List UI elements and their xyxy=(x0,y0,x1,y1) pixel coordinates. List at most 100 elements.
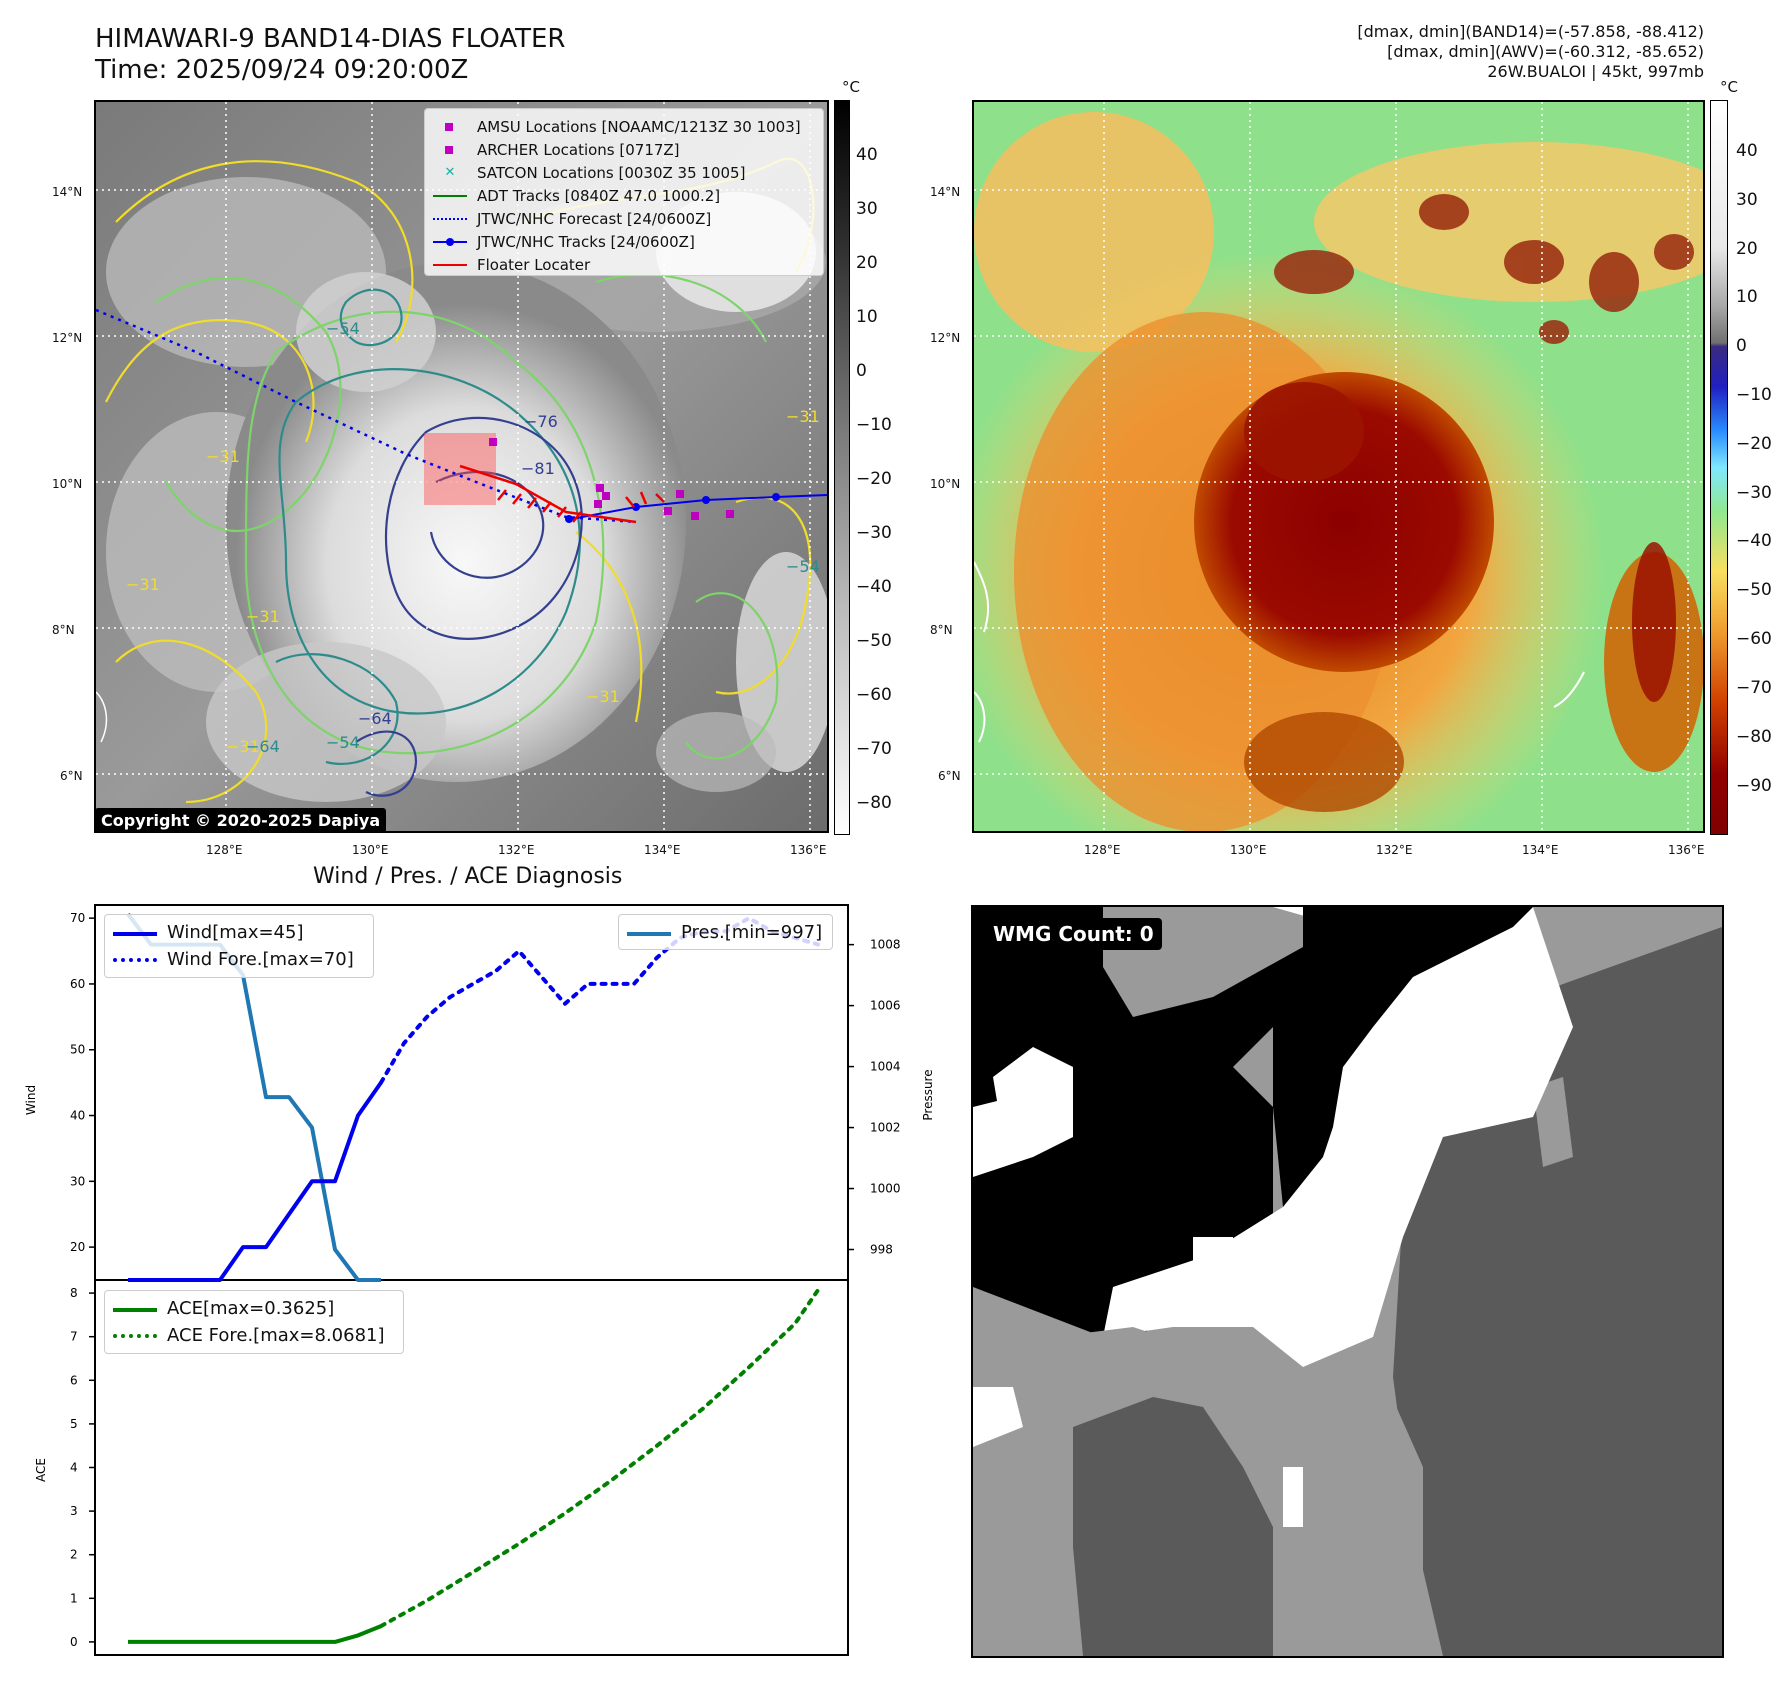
contour-label-11: −31 xyxy=(586,687,620,706)
legend-label-satcon: SATCON Locations [0030Z 35 1005] xyxy=(477,163,746,182)
amsu-archer-markers xyxy=(489,438,734,520)
pressure-ylabel: Pressure xyxy=(921,1069,935,1120)
legend-label-ace: ACE[max=0.3625] xyxy=(167,1298,335,1319)
legend-item-forecast: JTWC/NHC Forecast [24/0600Z] xyxy=(433,207,815,230)
pressure-axis-tick-label: 1008 xyxy=(870,938,901,952)
lon-tick: 130°E xyxy=(1230,843,1267,857)
lon-tick: 132°E xyxy=(498,843,535,857)
cb-tick: −70 xyxy=(1736,678,1772,698)
solid-line-icon xyxy=(627,927,671,939)
ace-axis-tick-label: 2 xyxy=(70,1548,78,1562)
contour-label-5: −54 xyxy=(326,319,360,338)
cb-tick: 10 xyxy=(1736,287,1758,307)
legend-label-archer: ARCHER Locations [0717Z] xyxy=(477,140,680,159)
ace-ylabel: ACE xyxy=(34,1458,48,1482)
lon-tick: 128°E xyxy=(206,843,243,857)
cb-tick: −20 xyxy=(856,469,892,489)
cb-tick: −70 xyxy=(856,739,892,759)
contour-label-10: −31 xyxy=(786,407,820,426)
square-marker-icon xyxy=(433,144,467,156)
line-dot-icon xyxy=(433,236,467,248)
enhanced-colorbar-unit: °C xyxy=(1720,78,1738,96)
lon-tick: 130°E xyxy=(352,843,389,857)
legend-item-pressure: Pres.[min=997] xyxy=(627,919,824,946)
figure-title: HIMAWARI-9 BAND14-DIAS FLOATER Time: 2025… xyxy=(95,24,565,86)
lon-tick: 132°E xyxy=(1376,843,1413,857)
wind-axis-tick-label: 20 xyxy=(70,1240,85,1254)
legend-item-archer: ARCHER Locations [0717Z] xyxy=(433,138,815,161)
legend-item-adt: ADT Tracks [0840Z 47.0 1000.2] xyxy=(433,184,815,207)
info-block: [dmax, dmin](BAND14)=(-57.858, -88.412) … xyxy=(1357,22,1704,82)
diagnosis-title: Wind / Pres. / ACE Diagnosis xyxy=(313,864,623,889)
cb-tick: 40 xyxy=(1736,141,1758,161)
ir-colorbar-unit: °C xyxy=(842,78,860,96)
legend-item-floater: Floater Locater xyxy=(433,253,815,276)
ace-axis-tick-label: 1 xyxy=(70,1591,78,1605)
pressure-axis-tick-label: 998 xyxy=(870,1243,893,1257)
x-marker-icon: ✕ xyxy=(444,164,456,180)
legend-item-tracks: JTWC/NHC Tracks [24/0600Z] xyxy=(433,230,815,253)
dotted-line-icon xyxy=(433,213,467,225)
legend-label-pressure: Pres.[min=997] xyxy=(681,922,823,943)
cb-tick: 0 xyxy=(1736,336,1747,356)
wind-axis-tick-label: 30 xyxy=(70,1174,85,1188)
cb-tick: 20 xyxy=(1736,239,1758,259)
contour-label-2: −31 xyxy=(206,447,240,466)
cb-tick: 10 xyxy=(856,307,878,327)
lat-tick: 6°N xyxy=(938,769,961,783)
legend-label-forecast: JTWC/NHC Forecast [24/0600Z] xyxy=(477,209,712,228)
lat-tick: 10°N xyxy=(52,477,83,491)
lat-tick: 8°N xyxy=(930,623,953,637)
legend-item-satcon: ✕ SATCON Locations [0030Z 35 1005] xyxy=(433,161,815,184)
lat-tick: 8°N xyxy=(52,623,75,637)
solid-line-icon xyxy=(113,1303,157,1315)
ace-legend: ACE[max=0.3625] ACE Fore.[max=8.0681] xyxy=(104,1290,404,1354)
cb-tick: −40 xyxy=(856,577,892,597)
ir-colorbar xyxy=(834,100,850,835)
pressure-legend: Pres.[min=997] xyxy=(618,914,833,950)
solid-line-icon xyxy=(433,259,467,271)
legend-label-amsu: AMSU Locations [NOAAMC/1213Z 30 1003] xyxy=(477,117,801,136)
ace-y-axis: 8 7 6 5 4 3 2 1 0 xyxy=(70,1286,95,1649)
pressure-axis-tick-label: 1002 xyxy=(870,1121,901,1135)
cb-tick: −30 xyxy=(856,523,892,543)
cb-tick: 30 xyxy=(856,199,878,219)
wmg-panel xyxy=(971,905,1724,1658)
legend-item-wind-forecast: Wind Fore.[max=70] xyxy=(113,946,365,973)
lon-tick: 128°E xyxy=(1084,843,1121,857)
lat-tick: 12°N xyxy=(52,331,83,345)
cb-tick: 20 xyxy=(856,253,878,273)
lat-tick: 14°N xyxy=(930,185,961,199)
legend-label-tracks: JTWC/NHC Tracks [24/0600Z] xyxy=(477,232,695,251)
legend-label-wind-forecast: Wind Fore.[max=70] xyxy=(167,949,354,970)
contour-label-8: −76 xyxy=(524,412,558,431)
dotted-line-icon xyxy=(113,1330,157,1342)
ace-forecast-line xyxy=(379,1288,820,1629)
contour-label-12: −64 xyxy=(246,737,280,756)
solid-line-icon xyxy=(113,927,157,939)
coastline xyxy=(974,561,1585,743)
lon-tick: 136°E xyxy=(1668,843,1705,857)
wind-ylabel: Wind xyxy=(24,1085,38,1115)
legend-item-wind: Wind[max=45] xyxy=(113,919,365,946)
lat-tick: 10°N xyxy=(930,477,961,491)
cb-tick: 40 xyxy=(856,145,878,165)
cb-tick: 30 xyxy=(1736,190,1758,210)
wind-legend: Wind[max=45] Wind Fore.[max=70] xyxy=(104,914,374,978)
floater-box xyxy=(424,433,496,505)
solid-line-icon xyxy=(433,190,467,202)
info-line-3: 26W.BUALOI | 45kt, 997mb xyxy=(1487,62,1704,81)
cb-tick: −90 xyxy=(1736,776,1772,796)
cb-tick: −10 xyxy=(1736,385,1772,405)
cb-tick: −50 xyxy=(856,631,892,651)
square-marker-icon xyxy=(433,121,467,133)
info-line-2: [dmax, dmin](AWV)=(-60.312, -85.652) xyxy=(1387,42,1704,61)
contour-label-4: −31 xyxy=(246,607,280,626)
contour-label-3: −31 xyxy=(226,737,260,756)
cb-tick: −80 xyxy=(1736,727,1772,747)
wind-y-axis: 70 60 50 40 30 20 xyxy=(70,911,95,1254)
ace-axis-tick-label: 3 xyxy=(70,1504,78,1518)
title-line-2: Time: 2025/09/24 09:20:00Z xyxy=(95,55,469,85)
lon-tick: 134°E xyxy=(1522,843,1559,857)
wind-barbs xyxy=(497,489,665,523)
